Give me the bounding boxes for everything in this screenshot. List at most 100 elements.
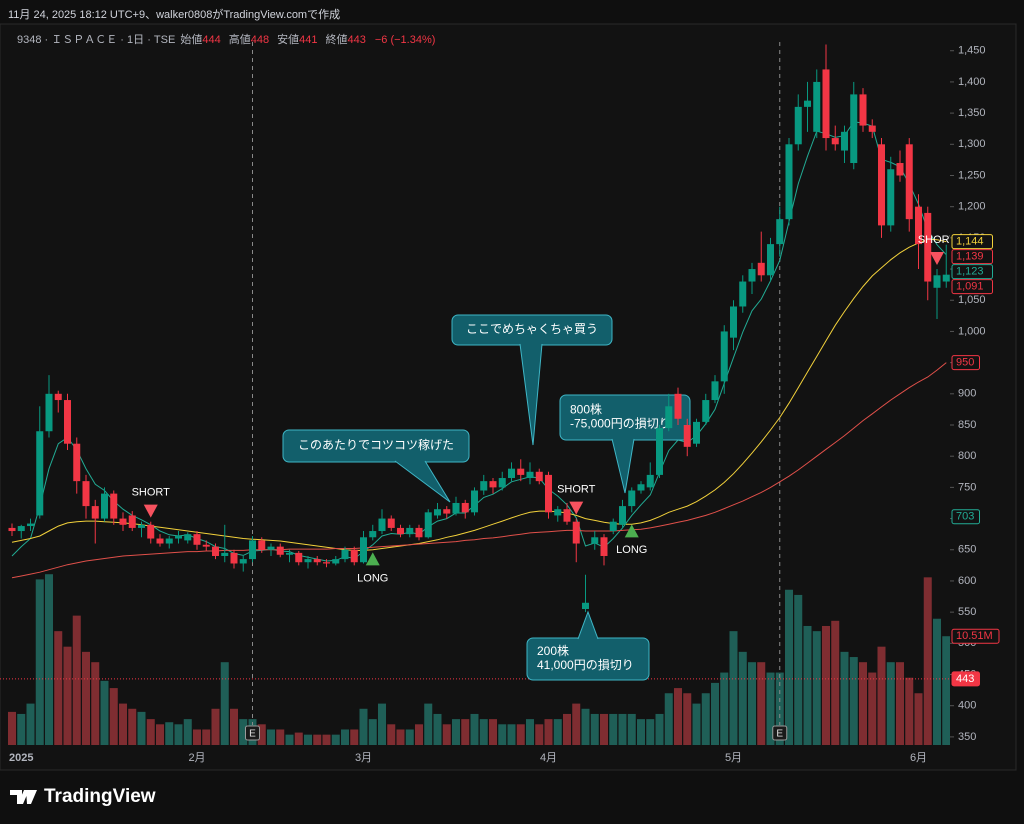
volume-bar: [923, 577, 932, 745]
field-name: 終値: [325, 34, 348, 46]
candle-body: [702, 400, 710, 422]
callout-text: ここでめちゃくちゃ買う: [466, 322, 598, 336]
candle-body: [73, 443, 81, 482]
volume-bar: [100, 680, 109, 745]
volume-bar: [535, 724, 544, 745]
moving-average: [11, 362, 947, 579]
volume-bar: [942, 636, 950, 745]
volume-bar: [461, 719, 470, 745]
candle-body: [184, 534, 192, 541]
volume-bar: [359, 708, 368, 745]
signal-label: SHORT: [132, 487, 171, 499]
volume-bar: [507, 724, 516, 745]
logo-icon: [10, 790, 37, 804]
candle-body: [850, 94, 858, 164]
volume-bar: [859, 662, 867, 745]
candle-body: [452, 502, 460, 514]
callout-tail-edge: [577, 610, 599, 640]
field-value: 448: [250, 34, 270, 46]
candle-body: [119, 518, 127, 525]
volume-bar: [183, 719, 192, 745]
created-note: 11月 24, 2025 18:12 UTC+9、walker0808がTrad…: [8, 9, 341, 21]
logo: TradingView: [10, 786, 156, 807]
signal-label: LONG: [616, 544, 647, 556]
candle-body: [859, 94, 867, 126]
callout-tail-edge: [519, 343, 543, 446]
y-tick-label: 1,050: [958, 294, 986, 306]
candle-body: [304, 559, 312, 563]
candle-body: [230, 552, 238, 564]
candle-body: [887, 169, 895, 226]
candle-body: [767, 244, 774, 276]
y-tick-label: 400: [958, 700, 976, 712]
candle-body: [637, 484, 645, 491]
event-label: E: [776, 729, 783, 740]
event-badge: [245, 725, 260, 741]
volume-bar: [544, 719, 553, 745]
callout-text: 800株: [570, 402, 602, 417]
volume-bar: [757, 662, 766, 745]
candle-body: [924, 212, 932, 282]
volume-bar: [609, 713, 618, 745]
volume-bar: [840, 651, 849, 745]
candle-body: [239, 559, 247, 564]
candle-body: [822, 69, 830, 139]
x-tick-label: 2025: [9, 752, 33, 764]
callout-tail: [520, 344, 542, 445]
volume-bar: [146, 719, 155, 745]
volume-bar: [590, 713, 599, 745]
candle-body: [646, 474, 654, 488]
volume-bar: [82, 651, 90, 745]
volume-bar: [618, 713, 627, 745]
candle-body: [461, 502, 469, 513]
volume-bar: [368, 719, 377, 745]
candle-body: [27, 523, 34, 527]
candle-body: [147, 524, 155, 539]
volume-bar: [285, 734, 294, 745]
volume-bar: [54, 631, 63, 745]
volume-bar: [313, 734, 322, 745]
volume-bar: [674, 688, 682, 745]
candle-body: [267, 546, 275, 550]
price-tag: [951, 264, 993, 280]
field-value: 444: [202, 34, 221, 46]
candle-body: [868, 125, 876, 132]
candle-body: [91, 506, 99, 519]
volume-bar: [387, 724, 396, 745]
volume-bar: [331, 734, 340, 745]
candle-body: [350, 549, 358, 563]
price-tag: [951, 509, 980, 525]
candle-body: [156, 538, 164, 544]
y-tick-label: 750: [958, 481, 976, 493]
volume-bar: [165, 722, 174, 745]
volume-bar: [526, 719, 534, 745]
volume-bar: [322, 734, 331, 745]
volume-bar: [415, 724, 423, 745]
y-tick-label: 1,000: [958, 325, 986, 337]
volume-bar: [600, 713, 608, 745]
candle-body: [443, 509, 451, 514]
volume-bar: [63, 646, 72, 745]
volume-bar: [396, 729, 405, 745]
volume-bar: [433, 713, 442, 745]
volume-bar: [276, 729, 285, 745]
volume-bar: [452, 719, 460, 745]
volume-bar: [220, 662, 229, 745]
x-tick-label: 2月: [188, 752, 205, 764]
candle-body: [45, 393, 53, 432]
callout-box: [282, 429, 470, 463]
legend: 9348 · ＩＳＰＡＣＥ · 1日 · TSE 始値444 高値448 安値441…: [17, 31, 441, 47]
candle-body: [36, 431, 44, 516]
candle-body: [711, 381, 719, 401]
candle-body: [480, 481, 488, 491]
candle-body: [193, 534, 201, 545]
field-value: 443: [347, 34, 366, 46]
candle-body: [360, 537, 367, 563]
volume-bar: [202, 729, 211, 745]
volume-bar: [257, 724, 266, 745]
candle-body: [804, 100, 811, 107]
callout-text: 41,000円の損切り: [537, 657, 634, 672]
volume-bar: [239, 719, 248, 745]
volume-bar: [35, 579, 44, 745]
